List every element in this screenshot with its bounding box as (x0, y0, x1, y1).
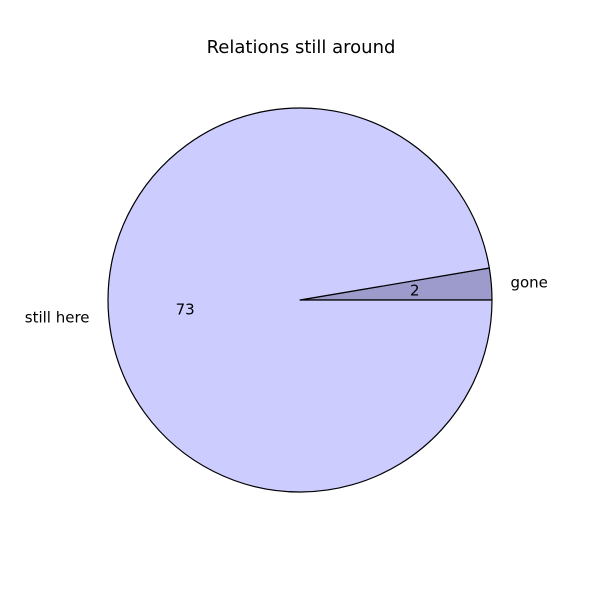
pie-slice-still-here (107, 107, 493, 493)
pie-category-label: gone (510, 273, 547, 291)
pie-labels: gone 2 still here 73 (25, 273, 548, 326)
pie-category-label: still here (25, 309, 90, 327)
pie-slices (107, 107, 493, 493)
pie-value-label: 73 (176, 301, 195, 319)
chart-title: Relations still around (207, 37, 396, 58)
pie-value-label: 2 (410, 281, 420, 299)
